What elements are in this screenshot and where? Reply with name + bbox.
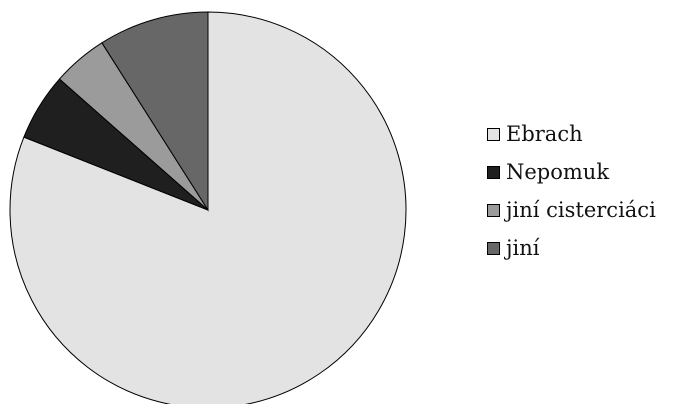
legend-swatch-jini [487, 241, 500, 255]
legend-item-nepomuk: Nepomuk [487, 153, 687, 191]
pie-slice-ebrach [9, 11, 407, 404]
legend-item-jini: jiní [487, 229, 687, 267]
legend-label-jini-cisterciaci: jiní cisterciáci [506, 197, 656, 222]
legend: Ebrach Nepomuk jiní cisterciáci jiní [487, 115, 687, 267]
legend-swatch-ebrach [487, 127, 500, 141]
legend-swatch-nepomuk [487, 165, 500, 179]
legend-label-ebrach: Ebrach [506, 121, 583, 146]
legend-label-nepomuk: Nepomuk [506, 159, 610, 184]
legend-swatch-jini-cisterciaci [487, 203, 500, 217]
legend-item-ebrach: Ebrach [487, 115, 687, 153]
legend-item-jini-cisterciaci: jiní cisterciáci [487, 191, 687, 229]
legend-label-jini: jiní [506, 235, 540, 260]
pie-slices [9, 11, 407, 404]
pie-slice-jini [101, 11, 209, 212]
